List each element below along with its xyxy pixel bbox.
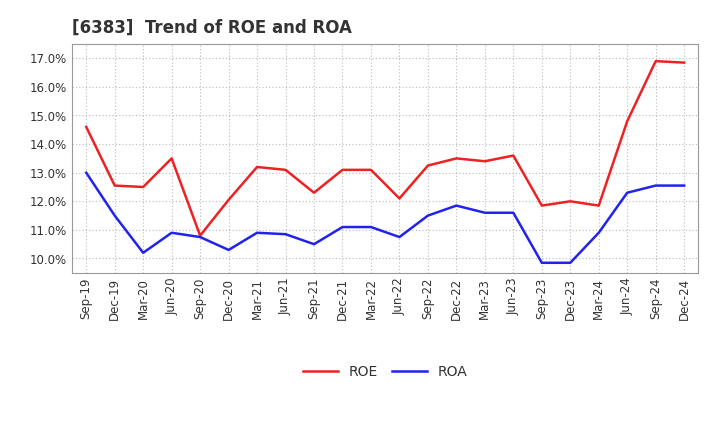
- ROE: [167, 156, 176, 161]
- ROE: [196, 233, 204, 238]
- ROA: [338, 224, 347, 230]
- ROA: [623, 190, 631, 195]
- ROA: [423, 213, 432, 218]
- ROA: [139, 250, 148, 255]
- ROA: [282, 231, 290, 237]
- ROA: [196, 235, 204, 240]
- ROA: [680, 183, 688, 188]
- ROA: [452, 203, 461, 208]
- ROE: [282, 167, 290, 172]
- ROA: [167, 230, 176, 235]
- ROE: [366, 167, 375, 172]
- ROE: [509, 153, 518, 158]
- ROA: [480, 210, 489, 215]
- ROE: [595, 203, 603, 208]
- ROE: [537, 203, 546, 208]
- ROE: [338, 167, 347, 172]
- ROE: [423, 163, 432, 168]
- Legend: ROE, ROA: ROE, ROA: [297, 360, 473, 385]
- ROE: [680, 60, 688, 65]
- ROE: [82, 124, 91, 129]
- Line: ROA: ROA: [86, 172, 684, 263]
- Text: [6383]  Trend of ROE and ROA: [6383] Trend of ROE and ROA: [72, 19, 352, 37]
- ROA: [310, 242, 318, 247]
- ROE: [310, 190, 318, 195]
- ROA: [509, 210, 518, 215]
- ROE: [139, 184, 148, 190]
- ROE: [480, 159, 489, 164]
- ROA: [566, 260, 575, 265]
- ROA: [595, 230, 603, 235]
- ROE: [623, 118, 631, 124]
- ROE: [452, 156, 461, 161]
- ROE: [225, 197, 233, 202]
- ROA: [652, 183, 660, 188]
- ROE: [652, 59, 660, 64]
- Line: ROE: ROE: [86, 61, 684, 236]
- ROE: [110, 183, 119, 188]
- ROE: [253, 165, 261, 170]
- ROE: [395, 196, 404, 201]
- ROA: [395, 235, 404, 240]
- ROA: [225, 247, 233, 253]
- ROE: [566, 199, 575, 204]
- ROA: [110, 213, 119, 218]
- ROA: [537, 260, 546, 265]
- ROA: [82, 170, 91, 175]
- ROA: [366, 224, 375, 230]
- ROA: [253, 230, 261, 235]
